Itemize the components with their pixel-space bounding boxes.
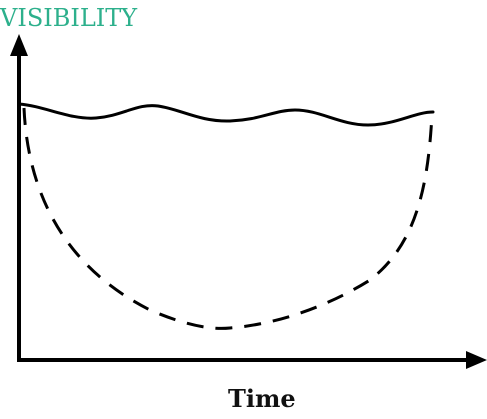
y-axis-arrowhead: [10, 34, 28, 56]
solid-visibility-curve: [17, 102, 435, 127]
y-axis-label: VISIBILITY: [0, 4, 138, 32]
x-axis-label: Time: [228, 384, 296, 413]
dashed-visibility-curve: [22, 107, 434, 330]
x-axis-arrowhead: [466, 351, 487, 369]
